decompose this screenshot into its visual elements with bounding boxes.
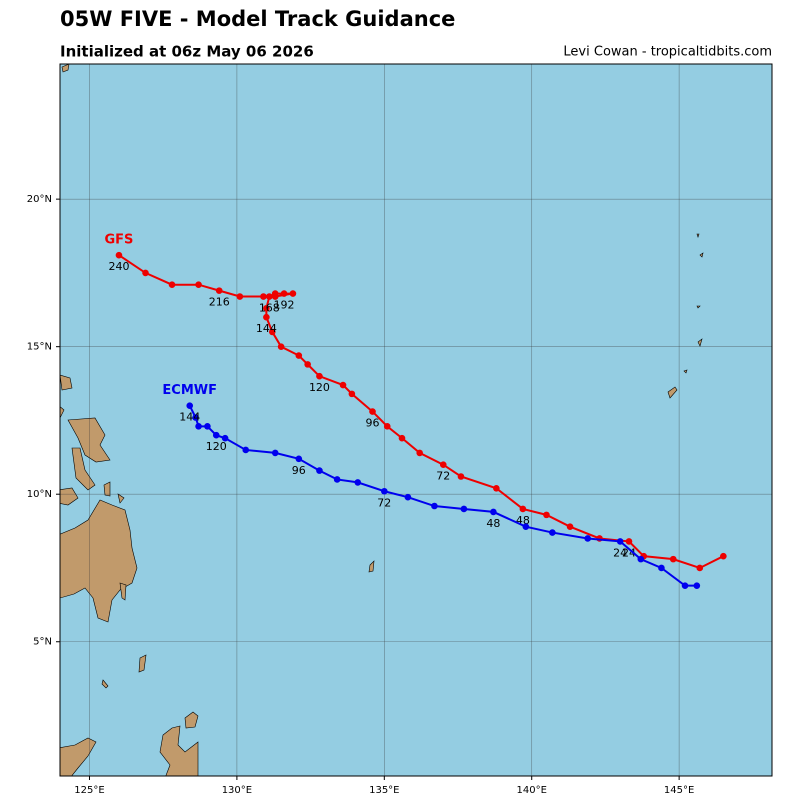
track-point bbox=[295, 455, 303, 463]
track-point bbox=[339, 381, 347, 389]
hour-label: 120 bbox=[309, 381, 330, 394]
track-point bbox=[383, 423, 391, 430]
track-point bbox=[348, 390, 356, 398]
track-point bbox=[584, 535, 592, 542]
hour-label: 192 bbox=[274, 299, 295, 312]
tracks: 24487296120144168192216240GFS24487296120… bbox=[105, 233, 727, 589]
track-point bbox=[192, 414, 199, 421]
track-point bbox=[493, 485, 500, 492]
track-point bbox=[669, 555, 677, 563]
x-tick-label: 140°E bbox=[517, 785, 547, 796]
track-point bbox=[519, 505, 527, 513]
track-point bbox=[566, 523, 574, 530]
track-point bbox=[263, 313, 270, 321]
track-point bbox=[268, 328, 276, 336]
hour-label: 24 bbox=[613, 546, 627, 559]
track-point bbox=[215, 287, 223, 294]
track-point bbox=[195, 423, 202, 430]
x-tick-label: 145°E bbox=[664, 785, 694, 796]
hour-label: 96 bbox=[292, 464, 306, 477]
track-point bbox=[720, 552, 727, 560]
x-tick-label: 125°E bbox=[74, 785, 104, 796]
track-point bbox=[277, 343, 285, 350]
track-point bbox=[439, 461, 447, 469]
credit: Levi Cowan - tropicaltidbits.com bbox=[563, 45, 772, 60]
track-point bbox=[221, 434, 229, 442]
track-point bbox=[280, 290, 288, 297]
track-point bbox=[658, 564, 665, 572]
track-point bbox=[266, 293, 273, 300]
hour-label: 120 bbox=[206, 440, 227, 453]
track-point bbox=[316, 467, 323, 474]
land bbox=[60, 64, 704, 776]
hour-label: 240 bbox=[108, 260, 129, 273]
track-point bbox=[625, 538, 633, 545]
track-point bbox=[693, 582, 701, 589]
track-point bbox=[295, 352, 303, 359]
track-point bbox=[416, 449, 423, 457]
track-point bbox=[142, 269, 149, 277]
hour-label: 24 bbox=[622, 546, 636, 559]
track-point bbox=[304, 361, 311, 368]
track-point bbox=[543, 511, 550, 519]
track-point bbox=[186, 402, 194, 409]
track-point bbox=[490, 508, 497, 516]
track-point bbox=[204, 423, 211, 430]
track-point bbox=[369, 408, 376, 415]
hour-label: 144 bbox=[256, 322, 277, 335]
track-point bbox=[333, 476, 341, 483]
hour-label: 72 bbox=[436, 470, 450, 483]
x-tick-label: 135°E bbox=[369, 785, 399, 796]
track-point bbox=[115, 251, 123, 259]
hour-label: 48 bbox=[486, 517, 500, 530]
track-point bbox=[616, 538, 624, 545]
track-point bbox=[431, 502, 438, 510]
track-point bbox=[260, 293, 267, 300]
track-point bbox=[242, 446, 250, 454]
y-tick-label: 5°N bbox=[33, 637, 52, 648]
track-point bbox=[522, 523, 530, 530]
hour-label: 144 bbox=[179, 411, 200, 424]
track-point bbox=[637, 555, 645, 563]
track-point bbox=[404, 493, 412, 501]
track-point bbox=[168, 281, 176, 289]
track-point bbox=[681, 582, 689, 589]
track-point bbox=[263, 305, 270, 312]
hour-label: 216 bbox=[209, 296, 230, 309]
track-point bbox=[271, 293, 279, 300]
hour-label: 72 bbox=[377, 496, 391, 509]
chart-title: 05W FIVE - Model Track Guidance bbox=[60, 7, 455, 31]
y-tick-label: 15°N bbox=[27, 342, 52, 353]
track-point bbox=[696, 564, 704, 572]
chart-subtitle: Initialized at 06z May 06 2026 bbox=[60, 43, 314, 61]
y-tick-label: 10°N bbox=[27, 489, 52, 500]
hour-label: 168 bbox=[259, 302, 280, 315]
track-point bbox=[398, 434, 406, 442]
track-point bbox=[195, 281, 202, 289]
track-point bbox=[289, 290, 297, 297]
track-point bbox=[236, 293, 244, 300]
track-point bbox=[354, 479, 362, 486]
track-point bbox=[271, 449, 279, 457]
series-name: ECMWF bbox=[162, 383, 217, 398]
series-name: GFS bbox=[105, 233, 134, 248]
plot-frame bbox=[59, 63, 773, 777]
ocean bbox=[60, 64, 772, 776]
track-point bbox=[549, 529, 556, 536]
track-point bbox=[460, 505, 468, 513]
grid bbox=[60, 64, 772, 776]
track-point bbox=[457, 473, 465, 480]
track-point bbox=[316, 372, 323, 380]
hour-label: 96 bbox=[366, 417, 380, 430]
track-point bbox=[381, 487, 388, 495]
x-tick-label: 130°E bbox=[222, 785, 252, 796]
y-tick-label: 20°N bbox=[27, 194, 52, 205]
track-point bbox=[212, 431, 220, 439]
